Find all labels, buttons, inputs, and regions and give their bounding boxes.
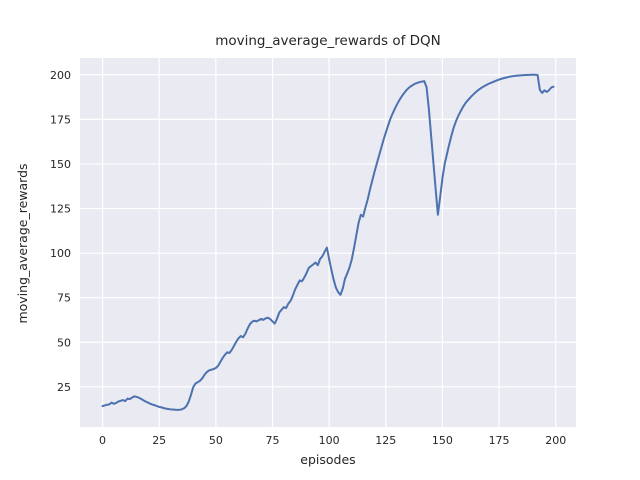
y-tick-labels: 25 50 75 100 125 150 175 200 <box>50 69 71 394</box>
y-axis-label: moving_average_rewards <box>15 163 30 324</box>
x-tick-label: 50 <box>209 434 223 447</box>
x-tick-label: 75 <box>265 434 279 447</box>
y-tick-label: 200 <box>50 69 71 82</box>
x-tick-label: 200 <box>545 434 566 447</box>
x-tick-label: 175 <box>489 434 510 447</box>
x-axis-label: episodes <box>300 452 356 467</box>
x-tick-label: 25 <box>152 434 166 447</box>
y-tick-label: 100 <box>50 247 71 260</box>
x-tick-label: 100 <box>319 434 340 447</box>
y-tick-label: 25 <box>57 381 71 394</box>
y-tick-label: 50 <box>57 336 71 349</box>
x-tick-label: 0 <box>99 434 106 447</box>
chart-title: moving_average_rewards of DQN <box>215 33 441 49</box>
y-tick-label: 75 <box>57 292 71 305</box>
reward-line <box>101 73 555 411</box>
y-tick-label: 150 <box>50 158 71 171</box>
x-tick-label: 125 <box>375 434 396 447</box>
y-tick-label: 125 <box>50 203 71 216</box>
x-tick-labels: 0 25 50 75 100 125 150 175 200 <box>99 434 566 447</box>
axes-background <box>80 58 576 427</box>
y-tick-label: 175 <box>50 113 71 126</box>
x-tick-label: 150 <box>432 434 453 447</box>
